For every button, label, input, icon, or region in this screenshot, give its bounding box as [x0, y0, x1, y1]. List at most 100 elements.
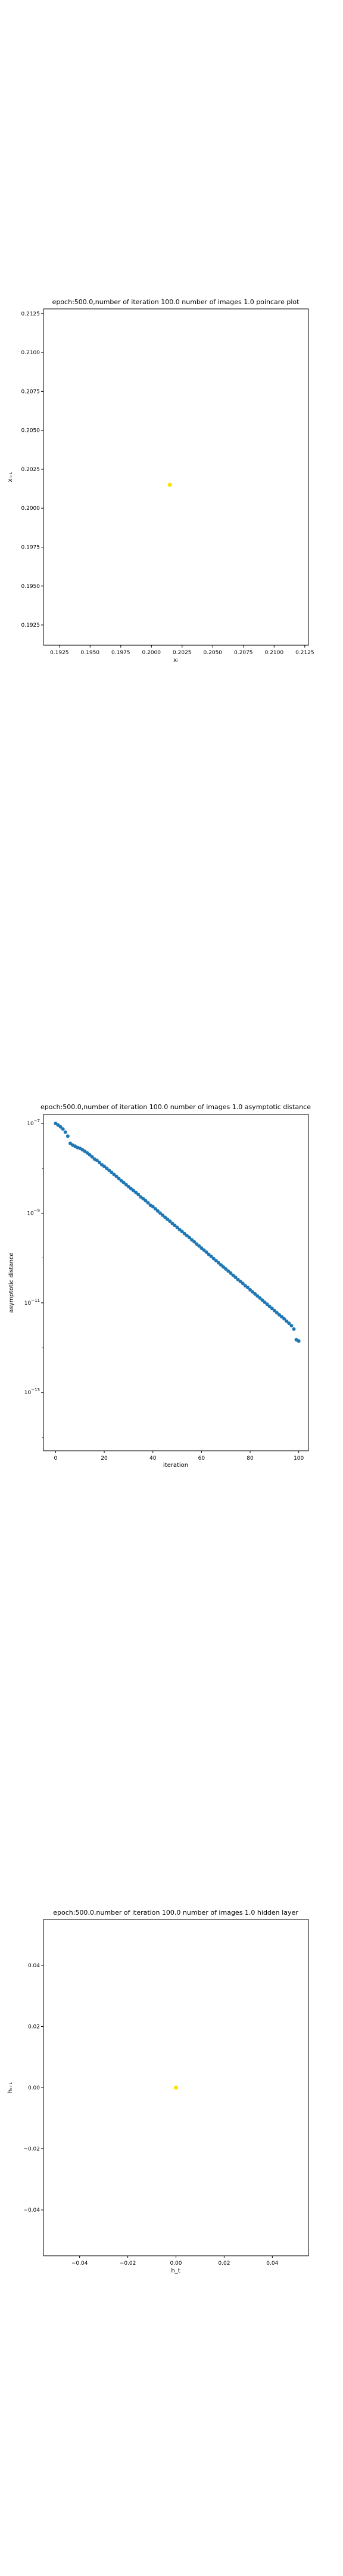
x-tick-label: 0.04: [266, 2261, 278, 2267]
data-point: [119, 1178, 123, 1182]
hidden-layer-y-ticks: −0.04 −0.02 0.00 0.02 0.04: [23, 1963, 43, 2213]
asymptotic-points: [54, 1122, 301, 1343]
data-point: [63, 1130, 67, 1134]
data-point: [180, 1230, 184, 1234]
data-point: [166, 1217, 170, 1221]
hidden-layer-y-label: hₜ₊₁: [7, 2082, 14, 2094]
y-tick-label: 0.2125: [21, 311, 40, 317]
hidden-layer-title: epoch:500.0,number of iteration 100.0 nu…: [53, 1909, 298, 1916]
data-point: [132, 1188, 136, 1193]
data-point: [216, 1261, 220, 1265]
x-tick-label: 0.1950: [81, 650, 100, 656]
poincare-title: epoch:500.0,number of iteration 100.0 nu…: [52, 298, 300, 306]
y-tick-label: 0.2100: [21, 350, 40, 356]
data-point: [153, 1207, 157, 1211]
data-point: [202, 1248, 206, 1252]
hidden-layer-x-label: h_t: [171, 2268, 180, 2274]
data-point: [97, 1160, 101, 1165]
y-tick-label: 10−13: [24, 1388, 40, 1396]
data-point: [258, 1296, 262, 1300]
data-point: [85, 1151, 89, 1155]
data-point: [107, 1168, 111, 1172]
data-point: [95, 1158, 99, 1162]
data-point: [177, 1228, 182, 1232]
data-point: [263, 1300, 267, 1304]
y-tick-label: 0.1975: [21, 545, 40, 551]
y-tick-label: 0.2075: [21, 389, 40, 395]
data-point: [161, 1213, 165, 1217]
data-point: [275, 1311, 279, 1315]
data-point: [141, 1197, 145, 1201]
asymptotic-y-ticks: 10−13 10−11 10−9 10−7: [24, 1119, 43, 1438]
data-point: [226, 1269, 230, 1273]
data-point: [126, 1184, 130, 1188]
data-point: [229, 1271, 233, 1275]
data-point: [282, 1317, 286, 1321]
data-point: [173, 1224, 177, 1228]
data-point: [163, 1215, 167, 1219]
data-point: [167, 482, 172, 487]
data-point: [158, 1211, 162, 1215]
data-point: [289, 1324, 294, 1328]
y-tick-label: 0.2025: [21, 467, 40, 473]
data-point: [134, 1190, 138, 1194]
data-point: [110, 1171, 114, 1175]
x-tick-label: 0.00: [170, 2261, 182, 2267]
y-tick-label: 10−7: [27, 1119, 40, 1127]
asymptotic-y-label: asymptotic distance: [8, 1252, 15, 1312]
x-tick-label: 80: [247, 1456, 254, 1462]
x-tick-label: 0.2125: [295, 650, 314, 656]
data-point: [285, 1319, 289, 1323]
data-point: [102, 1165, 107, 1169]
data-point: [231, 1273, 235, 1277]
data-point: [90, 1155, 94, 1159]
data-point: [168, 1219, 172, 1224]
y-tick-label: 0.2000: [21, 506, 40, 512]
data-point: [88, 1153, 92, 1157]
y-tick-label: 10−9: [27, 1208, 40, 1216]
data-point: [222, 1265, 226, 1269]
data-point: [270, 1306, 274, 1311]
data-point: [248, 1288, 252, 1292]
data-point: [155, 1209, 160, 1213]
data-point: [265, 1302, 269, 1306]
hidden-layer-x-ticks: −0.04 −0.02 0.00 0.02 0.04: [71, 2256, 279, 2267]
x-tick-label: −0.04: [71, 2261, 88, 2267]
data-point: [287, 1321, 291, 1326]
asymptotic-x-label: iteration: [163, 1462, 188, 1469]
data-point: [174, 2085, 178, 2090]
data-point: [182, 1231, 186, 1236]
data-point: [124, 1182, 128, 1187]
poincare-y-label: xᵢ₊₁: [7, 472, 14, 482]
x-tick-label: 0: [54, 1456, 58, 1462]
y-tick-label: 0.02: [28, 2024, 40, 2030]
x-tick-label: 0.2100: [265, 650, 284, 656]
x-tick-label: 60: [198, 1456, 205, 1462]
data-point: [146, 1201, 150, 1205]
y-tick-label: 0.2050: [21, 428, 40, 434]
data-point: [277, 1312, 282, 1317]
data-point: [136, 1193, 141, 1197]
data-point: [272, 1308, 276, 1312]
data-point: [209, 1255, 213, 1259]
data-point: [61, 1127, 65, 1131]
data-point: [245, 1286, 250, 1290]
data-point: [112, 1172, 116, 1176]
data-point: [297, 1339, 301, 1343]
data-point: [192, 1240, 197, 1244]
data-point: [219, 1263, 223, 1267]
data-point: [214, 1259, 218, 1263]
data-point: [280, 1315, 284, 1319]
poincare-x-label: xᵢ: [173, 657, 178, 664]
data-point: [117, 1176, 121, 1181]
data-point: [251, 1290, 255, 1294]
x-tick-label: 0.2025: [173, 650, 192, 656]
y-tick-label: −0.02: [23, 2147, 40, 2153]
x-tick-label: 0.2000: [142, 650, 161, 656]
y-tick-label: 0.04: [28, 1963, 40, 1969]
data-point: [238, 1279, 242, 1283]
data-point: [199, 1246, 204, 1250]
asymptotic-title: epoch:500.0,number of iteration 100.0 nu…: [40, 1103, 311, 1111]
data-point: [236, 1277, 240, 1281]
